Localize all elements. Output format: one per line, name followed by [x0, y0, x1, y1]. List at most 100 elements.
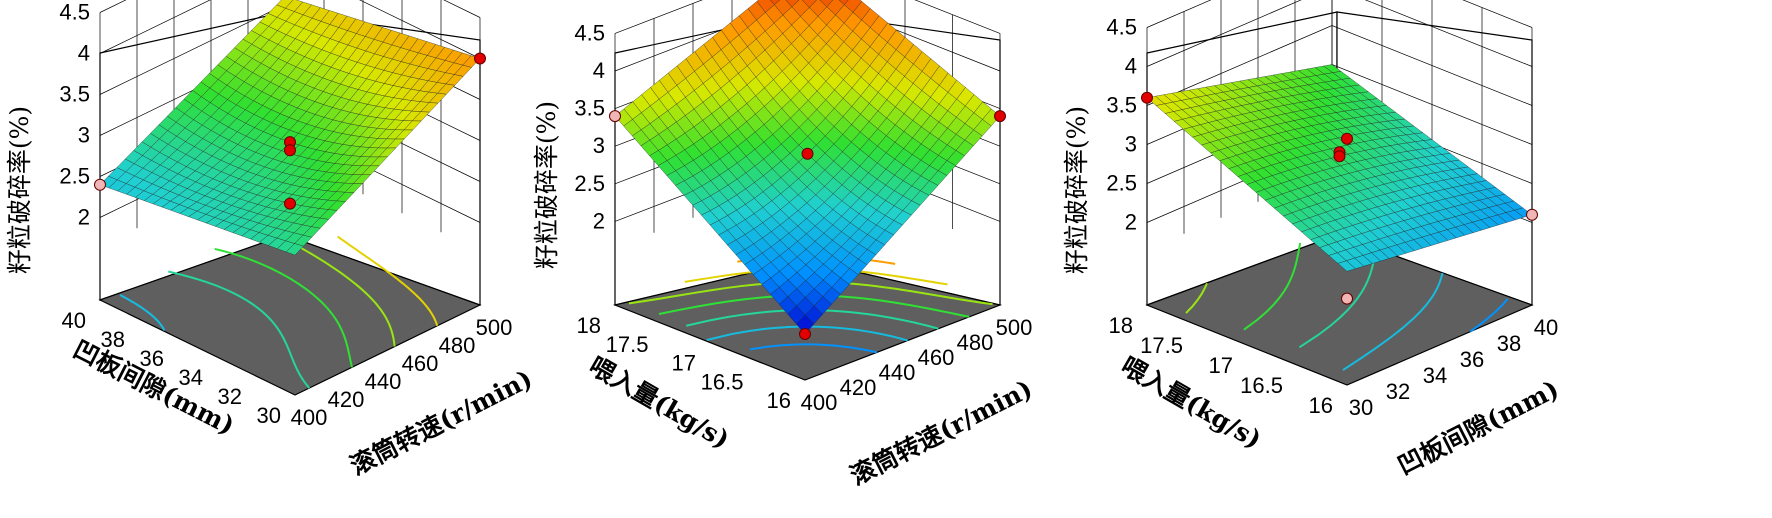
design-point	[1333, 150, 1346, 163]
design-point	[801, 147, 814, 160]
design-point	[284, 197, 296, 210]
y-tick-label: 18	[577, 313, 601, 338]
design-point	[1341, 292, 1353, 305]
y-tick-label: 17	[672, 351, 696, 376]
z-tick-label: 2	[78, 205, 90, 230]
surface-cell	[796, 314, 815, 335]
contour-line	[119, 294, 166, 331]
y-tick-label: 16.5	[1240, 373, 1283, 398]
contour-line	[628, 280, 993, 306]
z-tick-label: 3	[1125, 132, 1137, 157]
response-surface	[614, 0, 1001, 335]
contour-line	[1469, 298, 1509, 333]
z-gridline	[614, 0, 1001, 34]
x-tick-label: 420	[328, 387, 365, 412]
tick-labels: 2 2.5 3 3.5 4 4.5 30 32 34 36 38 40 16 16.5 17 17.5 18	[1106, 15, 1558, 421]
design-point	[94, 178, 106, 191]
contour-line	[658, 294, 970, 318]
design-point	[609, 110, 621, 123]
surface-cell	[770, 0, 781, 6]
y-tick-label: 18	[1109, 313, 1133, 338]
floor-contours	[119, 226, 439, 389]
y-tick-label: 38	[101, 327, 125, 352]
z-axis-label: 籽粒破碎率(%)	[1062, 106, 1091, 274]
y-axis-label: 喂入量(kg/s)	[584, 351, 734, 454]
x-tick-label: 500	[996, 315, 1033, 340]
floor	[98, 234, 482, 396]
y-tick-label: 16	[767, 388, 791, 413]
z-gridline	[1146, 0, 1533, 28]
design-point	[994, 110, 1006, 123]
x-tick-label: 400	[291, 405, 328, 430]
z-tick-label: 3.5	[1106, 93, 1137, 118]
y-tick-label: 17	[1209, 353, 1233, 378]
contour-line	[214, 247, 353, 368]
z-tick-label: 3.5	[574, 96, 605, 121]
floor	[1145, 234, 1534, 386]
x-tick-label: 30	[1349, 395, 1373, 420]
x-tick-label: 34	[1423, 363, 1447, 388]
contour-line	[1243, 242, 1302, 331]
design-points	[1141, 91, 1538, 305]
y-tick-label: 30	[257, 403, 281, 428]
z-tick-label: 4.5	[574, 20, 605, 45]
y-tick-label: 34	[179, 365, 203, 390]
x-tick-label: 36	[1460, 347, 1484, 372]
z-tick-label: 2.5	[59, 164, 90, 189]
design-point	[1526, 208, 1538, 221]
y-tick-label: 36	[140, 346, 164, 371]
contour-line	[686, 309, 939, 330]
x-tick-label: 480	[957, 330, 994, 355]
x-tick-label: 440	[879, 360, 916, 385]
design-point	[1141, 91, 1153, 104]
x-tick-label: 460	[918, 345, 955, 370]
y-axis-label: 喂入量(kg/s)	[1116, 351, 1266, 454]
x-tick-label: 38	[1497, 331, 1521, 356]
surface-cell	[1337, 260, 1356, 272]
y-tick-label: 16.5	[701, 369, 744, 394]
z-gridline	[614, 0, 1001, 72]
contour-line	[1185, 282, 1208, 314]
x-tick-label: 440	[365, 369, 402, 394]
z-tick-label: 3.5	[59, 82, 90, 107]
z-tick-label: 2	[593, 208, 605, 233]
y-tick-label: 40	[62, 308, 86, 333]
surface-cell	[838, 0, 849, 6]
z-tick-label: 4.5	[59, 0, 90, 25]
x-tick-label: 32	[1386, 379, 1410, 404]
contour-line	[168, 270, 311, 389]
z-gridline	[99, 0, 481, 59]
response-surface	[99, 0, 481, 256]
chart-panel-right: 2 2.5 3 3.5 4 4.5 30 32 34 36 38 40 16 16.5 17 17.5 18 籽…	[1062, 0, 1563, 480]
z-tick-label: 4.5	[1106, 15, 1137, 40]
z-gridline	[1146, 0, 1533, 67]
z-tick-label: 3	[593, 133, 605, 158]
z-tick-label: 4	[78, 41, 90, 66]
z-tick-label: 2.5	[574, 171, 605, 196]
y-tick-label: 16	[1309, 393, 1333, 418]
y-tick-label: 32	[218, 384, 242, 409]
contour-line	[337, 235, 439, 327]
x-axis-label: 凹板间隙(mm)	[1393, 374, 1563, 480]
design-points	[94, 52, 486, 210]
y-tick-label: 17.5	[606, 332, 649, 357]
contour-line	[749, 343, 878, 354]
response-surface	[1146, 64, 1533, 272]
z-tick-label: 4	[593, 58, 605, 83]
contour-line	[1342, 272, 1444, 371]
design-point	[284, 144, 296, 157]
x-tick-label: 40	[1534, 315, 1558, 340]
x-tick-label: 420	[840, 375, 877, 400]
design-point	[474, 52, 486, 65]
design-point	[799, 328, 811, 340]
z-tick-label: 4	[1125, 54, 1137, 79]
x-tick-label: 500	[476, 315, 513, 340]
design-point	[1341, 132, 1353, 145]
surface-cell	[285, 243, 304, 256]
design-points	[609, 110, 1006, 340]
